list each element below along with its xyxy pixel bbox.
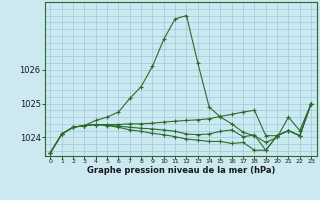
X-axis label: Graphe pression niveau de la mer (hPa): Graphe pression niveau de la mer (hPa): [87, 166, 275, 175]
